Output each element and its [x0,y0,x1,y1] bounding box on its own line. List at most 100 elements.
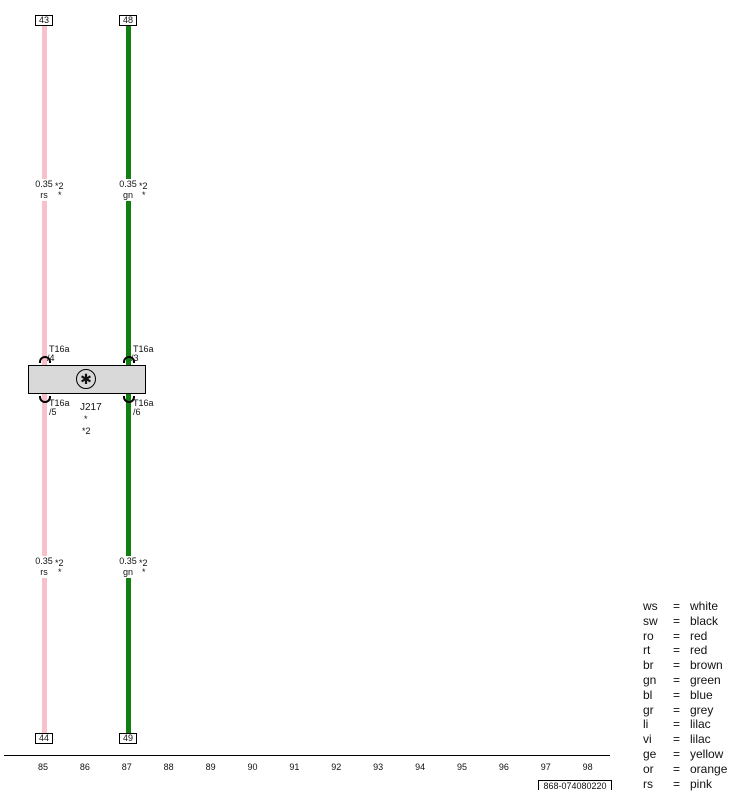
baseline [4,755,610,756]
wire-color-code: gn [120,567,136,578]
legend-row: gn = green [643,673,721,688]
legend-row: ge = yellow [643,747,723,762]
component-note: *2 [82,426,91,436]
legend-name: green [690,673,721,687]
legend-row: gr = grey [643,703,713,718]
legend-abbr: ws [643,599,658,613]
legend-abbr: li [643,717,649,732]
legend-abbr: br [643,658,654,673]
pin-bottom-number: /5 [49,407,57,417]
column-number: 98 [582,762,593,772]
legend-row: li = lilac [643,717,711,732]
wire-gauge: 0.35 [118,179,138,190]
legend-eq: = [673,761,681,776]
legend-name: red [690,643,708,658]
legend-eq: = [673,643,681,658]
legend-name: orange [690,761,728,776]
component-edge-right [145,365,146,394]
pin-top-label: T16a [49,344,70,354]
column-number: 97 [540,762,551,772]
legend-row: or = orange [643,762,727,777]
column-number: 88 [163,762,174,772]
legend-abbr: rs [643,776,653,791]
legend-row: sw = black [643,614,718,629]
legend-eq: = [673,613,681,628]
legend-name: black [690,613,719,628]
column-number: 92 [331,762,342,772]
pin-bottom-label: T16a [49,398,70,408]
legend-name: grey [690,702,714,717]
wire-note: *2 [55,558,64,568]
wire-color-code: gn [120,190,136,201]
legend-eq: = [673,717,681,732]
ref-bottom: 49 [119,733,137,744]
legend-row: ro = red [643,629,707,644]
legend-eq: = [673,599,681,613]
legend-row: vi = lilac [643,732,711,747]
column-number: 94 [415,762,426,772]
pin-top-label: T16a [133,344,154,354]
legend-name: lilac [690,732,711,747]
legend-abbr: or [643,761,654,776]
column-number: 89 [205,762,216,772]
legend-eq: = [673,658,681,673]
column-number: 85 [37,762,48,772]
legend-eq: = [673,776,681,791]
legend-name: yellow [690,747,724,761]
ref-top: 48 [119,15,137,26]
legend-eq: = [673,628,681,643]
legend-row: bl = blue [643,688,713,703]
wire-note: *2 [139,181,148,191]
legend-name: blue [690,687,713,702]
wire-gauge: 0.35 [118,556,138,567]
pin-bottom-number: /6 [133,407,141,417]
footer-code: 868-074080220 [538,780,612,791]
connector-bottom-icon [123,396,135,403]
ref-top: 43 [35,15,53,26]
legend-abbr: gn [643,673,657,687]
column-number: 91 [289,762,300,772]
control-unit-j217: ✱ [28,365,146,394]
legend-eq: = [673,673,681,687]
wire-color-code: rs [36,190,52,201]
legend-abbr: sw [643,613,658,628]
legend-row: rs = pink [643,777,712,792]
pin-top-number: /3 [131,353,139,363]
legend-name: red [690,628,708,643]
component-id: J217 [80,402,102,413]
component-star: * [84,414,88,424]
legend-eq: = [673,702,681,717]
column-number: 86 [79,762,90,772]
column-number: 96 [498,762,509,772]
legend-abbr: ge [643,747,657,761]
legend-row: br = brown [643,658,723,673]
wire-note: *2 [55,181,64,191]
component-edge-left [28,365,29,394]
legend-abbr: rt [643,643,651,658]
legend-abbr: bl [643,687,653,702]
column-number: 95 [456,762,467,772]
ref-bottom: 44 [35,733,53,744]
column-number: 87 [121,762,132,772]
legend-eq: = [673,747,681,761]
pin-top-number: /4 [47,353,55,363]
legend-row: ws = white [643,599,718,614]
wire-color-code: rs [36,567,52,578]
wire-note: *2 [139,558,148,568]
legend-name: pink [690,776,713,791]
legend-name: white [690,599,719,613]
legend-abbr: ro [643,628,654,643]
legend-abbr: vi [643,732,652,747]
legend-row: rt = red [643,643,707,658]
wire-gauge: 0.35 [34,179,54,190]
connector-top-icon [123,356,135,363]
column-number: 90 [247,762,258,772]
wire-gauge: 0.35 [34,556,54,567]
legend-eq: = [673,687,681,702]
wire-star: * [58,567,62,577]
legend-abbr: gr [643,702,654,717]
connector-top-icon [39,356,51,363]
connector-bottom-icon [39,396,51,403]
column-number: 93 [373,762,384,772]
pin-bottom-label: T16a [133,398,154,408]
